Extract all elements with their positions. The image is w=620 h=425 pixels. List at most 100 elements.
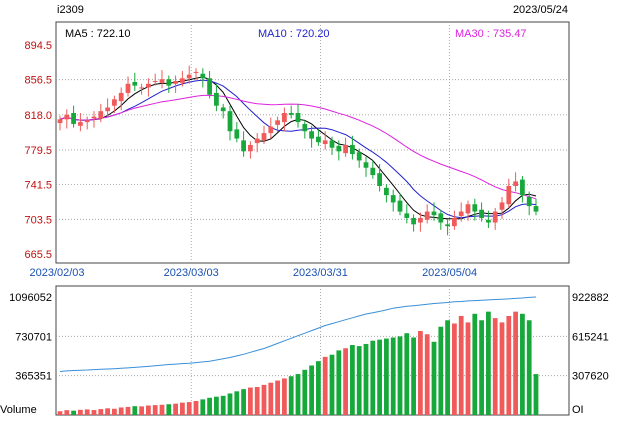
volume-bar — [424, 334, 430, 415]
candle-body — [105, 107, 110, 112]
ma5-legend: MA5 : 722.10 — [65, 28, 130, 40]
candle-body — [152, 81, 158, 83]
candle-body — [438, 213, 444, 223]
candle-body — [424, 211, 430, 220]
candle-body — [336, 145, 342, 152]
candle-body — [125, 83, 131, 93]
volume-bar — [316, 361, 321, 415]
candle-body — [166, 79, 172, 86]
date-axis: 2023/02/03 2023/03/03 2023/03/31 2023/05/04 — [29, 267, 477, 279]
volume-bar — [220, 395, 226, 415]
volume-bar — [526, 320, 532, 415]
candle-body — [302, 123, 308, 132]
volume-bar — [336, 350, 342, 415]
volume-bar — [350, 345, 355, 415]
volume-bar — [377, 339, 382, 415]
candle-body — [492, 211, 498, 223]
candle-body — [418, 217, 423, 223]
candle-body — [227, 111, 233, 132]
candle-body — [64, 114, 70, 120]
candle-body — [159, 79, 165, 83]
candle-body — [57, 119, 63, 124]
oi-path — [59, 296, 537, 372]
candle-body — [220, 107, 226, 112]
candle-body — [472, 204, 478, 212]
volume-bar — [180, 402, 185, 415]
candle-body — [486, 219, 491, 223]
candle-body — [404, 213, 410, 218]
candle-body — [139, 87, 144, 89]
volume-bar — [118, 407, 124, 415]
volume-bar — [105, 408, 110, 415]
candle-body — [384, 187, 389, 196]
candle-body — [180, 78, 185, 83]
price-tick-label: 703.5 — [24, 214, 52, 226]
volume-bar — [465, 322, 471, 415]
date-tick-label: 2023/02/03 — [29, 267, 84, 279]
volume-bar — [363, 343, 369, 415]
volume-bar — [261, 384, 267, 415]
candle-body — [316, 136, 321, 143]
volume-bar — [295, 374, 301, 415]
volume-bar — [234, 391, 240, 415]
candle-body — [193, 71, 199, 73]
candle-body — [363, 162, 369, 168]
volume-bar — [200, 399, 206, 415]
candle-body — [261, 133, 267, 141]
volume-bar — [411, 337, 416, 415]
volume-bar — [343, 348, 348, 415]
date-label: 2023/05/24 — [513, 4, 568, 16]
volume-bar — [397, 336, 403, 415]
volume-bar — [132, 406, 138, 415]
volume-bar — [186, 402, 192, 415]
volume-bar — [173, 403, 178, 415]
volume-bar — [71, 410, 76, 415]
candle-body — [431, 211, 437, 216]
volume-bar — [248, 387, 253, 415]
symbol-label: i2309 — [57, 4, 84, 16]
price-tick-label: 741.5 — [24, 180, 52, 192]
candle-body — [84, 120, 90, 123]
candle-body — [268, 126, 274, 134]
candle-body — [465, 204, 471, 214]
date-tick-label: 2023/03/31 — [293, 267, 348, 279]
candle-body — [350, 144, 355, 155]
price-tick-label: 779.5 — [24, 145, 52, 157]
candle-body — [513, 181, 518, 187]
candle-body — [71, 112, 76, 124]
volume-bar — [452, 323, 457, 415]
candle-body — [295, 112, 301, 123]
candle-body — [343, 144, 348, 154]
candle-body — [118, 92, 124, 102]
candle-body — [254, 138, 260, 144]
volume-bar — [275, 380, 280, 415]
candle-body — [173, 81, 178, 84]
volume-bar — [268, 382, 274, 415]
volume-bar — [146, 405, 151, 415]
volume-bar — [159, 404, 165, 415]
candle-body — [479, 209, 484, 218]
grid-lines — [56, 22, 569, 415]
date-tick-label: 2023/03/03 — [164, 267, 219, 279]
volume-bar — [282, 378, 287, 415]
price-axis: 894.5 856.5 818.0 779.5 741.5 703.5 665.5 — [24, 40, 52, 261]
volume-bar — [329, 354, 335, 415]
volume-bar — [166, 404, 172, 415]
candle-body — [186, 74, 192, 79]
volume-bar — [309, 365, 314, 415]
volume-bar — [438, 326, 444, 415]
candle-body — [520, 179, 525, 196]
candle-body — [526, 196, 532, 207]
candle-body — [458, 211, 464, 217]
volume-bar — [370, 340, 376, 415]
volume-bar — [57, 411, 63, 415]
volume-tick-label: 730701 — [15, 331, 52, 343]
volume-bar — [506, 315, 512, 415]
volume-bar — [513, 311, 518, 415]
volume-bar — [390, 337, 396, 415]
volume-bar — [288, 376, 294, 415]
volume-bar — [356, 346, 362, 415]
volume-bar — [322, 356, 328, 415]
volume-bar — [404, 333, 410, 415]
